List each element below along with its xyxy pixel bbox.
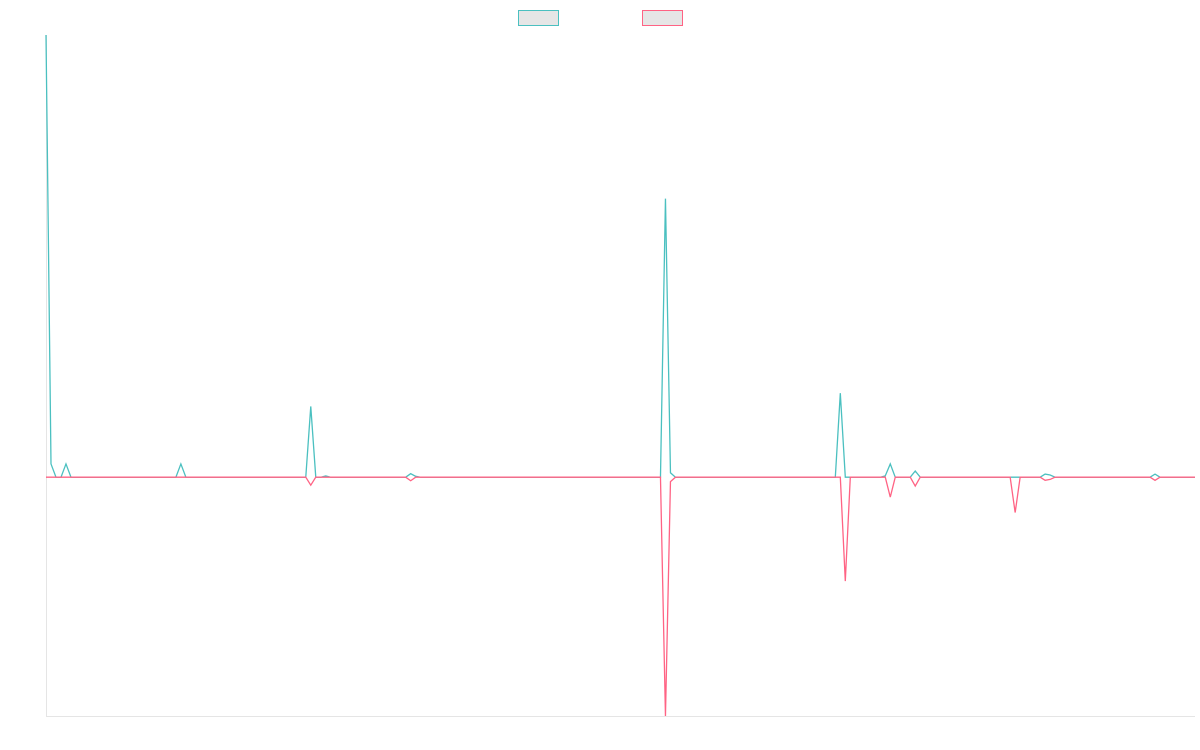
legend-swatch bbox=[518, 10, 559, 26]
line-series bbox=[46, 476, 1195, 717]
legend-swatch bbox=[642, 10, 683, 26]
line-series bbox=[45, 34, 1195, 478]
